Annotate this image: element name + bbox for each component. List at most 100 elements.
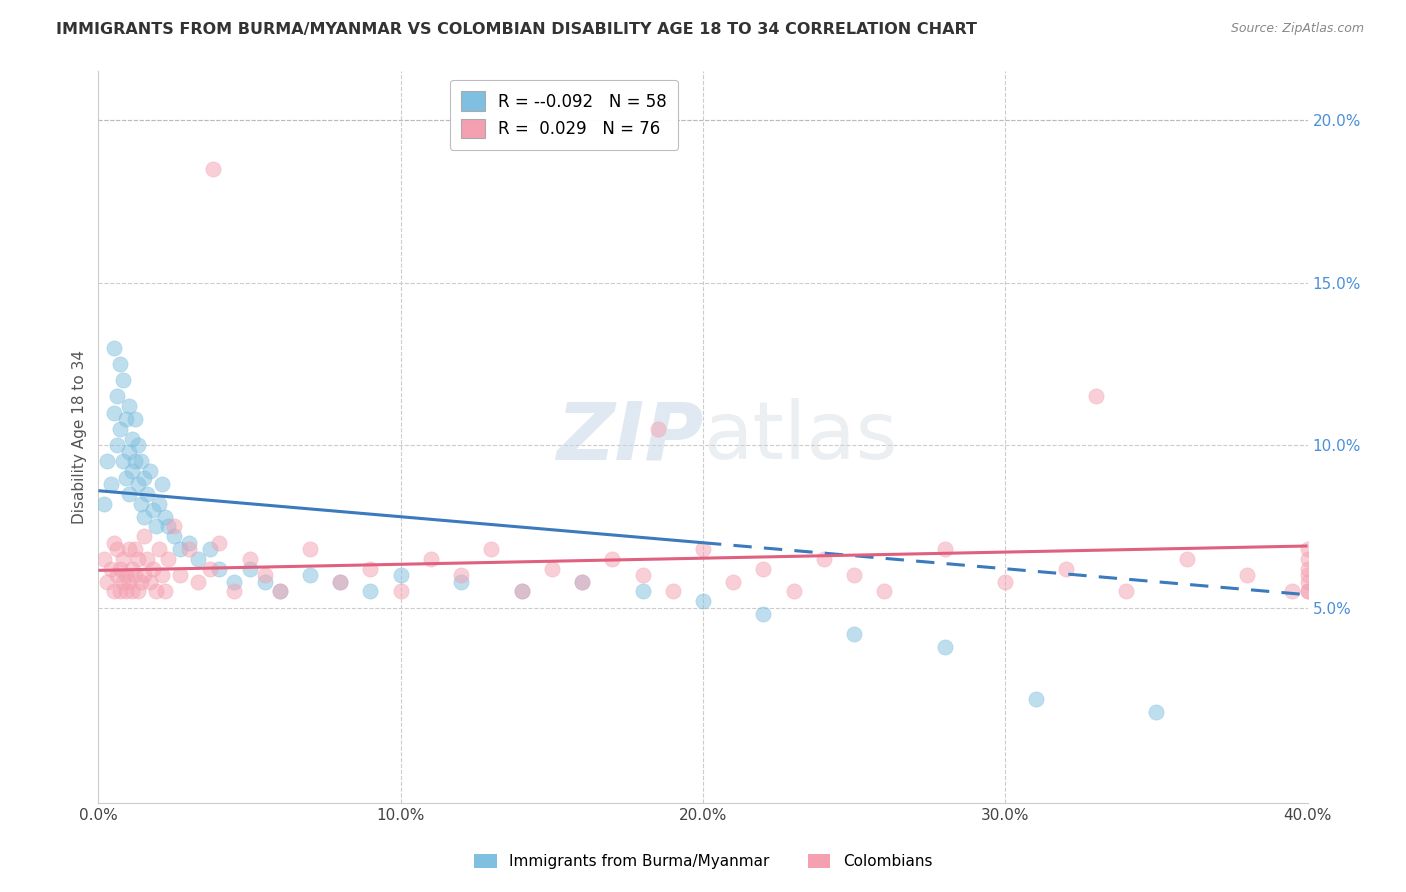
Point — [631, 568, 654, 582]
Point — [132, 529, 155, 543]
Text: atlas: atlas — [703, 398, 897, 476]
Text: ZIP: ZIP — [555, 398, 703, 476]
Point — [93, 497, 115, 511]
Point — [329, 574, 352, 589]
Point — [723, 574, 745, 589]
Point — [571, 574, 593, 589]
Point — [1085, 389, 1108, 403]
Point — [481, 542, 503, 557]
Point — [299, 542, 322, 557]
Legend: Immigrants from Burma/Myanmar, Colombians: Immigrants from Burma/Myanmar, Colombian… — [468, 847, 938, 875]
Point — [540, 562, 562, 576]
Point — [103, 535, 125, 549]
Point — [813, 552, 835, 566]
Point — [169, 568, 191, 582]
Point — [269, 584, 291, 599]
Point — [108, 357, 131, 371]
Point — [200, 562, 222, 576]
Point — [208, 535, 231, 549]
Point — [103, 406, 125, 420]
Point — [1296, 584, 1319, 599]
Point — [692, 594, 714, 608]
Point — [1175, 552, 1198, 566]
Point — [93, 552, 115, 566]
Point — [108, 562, 131, 576]
Point — [873, 584, 896, 599]
Point — [602, 552, 624, 566]
Point — [114, 584, 136, 599]
Point — [142, 503, 165, 517]
Point — [200, 542, 222, 557]
Point — [105, 438, 128, 452]
Point — [934, 542, 956, 557]
Point — [239, 552, 262, 566]
Legend: R = --0.092   N = 58, R =  0.029   N = 76: R = --0.092 N = 58, R = 0.029 N = 76 — [450, 79, 678, 150]
Point — [187, 552, 209, 566]
Point — [179, 535, 201, 549]
Point — [127, 477, 149, 491]
Point — [208, 562, 231, 576]
Point — [108, 584, 131, 599]
Point — [1296, 584, 1319, 599]
Point — [1236, 568, 1258, 582]
Point — [1296, 568, 1319, 582]
Point — [1296, 542, 1319, 557]
Point — [150, 568, 173, 582]
Point — [105, 389, 128, 403]
Point — [135, 487, 157, 501]
Point — [1296, 552, 1319, 566]
Point — [360, 584, 382, 599]
Point — [118, 444, 141, 458]
Point — [132, 471, 155, 485]
Point — [121, 464, 143, 478]
Point — [132, 509, 155, 524]
Point — [1296, 574, 1319, 589]
Point — [111, 454, 134, 468]
Point — [202, 161, 225, 176]
Point — [145, 519, 167, 533]
Point — [510, 584, 533, 599]
Point — [124, 454, 146, 468]
Point — [105, 568, 128, 582]
Point — [631, 584, 654, 599]
Point — [127, 438, 149, 452]
Point — [1115, 584, 1137, 599]
Point — [121, 562, 143, 576]
Point — [139, 574, 162, 589]
Point — [156, 552, 179, 566]
Point — [129, 454, 152, 468]
Point — [124, 542, 146, 557]
Point — [129, 574, 152, 589]
Point — [187, 574, 209, 589]
Point — [163, 529, 186, 543]
Point — [179, 542, 201, 557]
Point — [994, 574, 1017, 589]
Point — [108, 422, 131, 436]
Point — [163, 519, 186, 533]
Point — [153, 584, 176, 599]
Point — [224, 584, 246, 599]
Point — [253, 574, 276, 589]
Point — [103, 341, 125, 355]
Point — [96, 574, 118, 589]
Point — [647, 422, 669, 436]
Point — [844, 626, 866, 640]
Text: IMMIGRANTS FROM BURMA/MYANMAR VS COLOMBIAN DISABILITY AGE 18 TO 34 CORRELATION C: IMMIGRANTS FROM BURMA/MYANMAR VS COLOMBI… — [56, 22, 977, 37]
Point — [100, 562, 122, 576]
Point — [1281, 584, 1303, 599]
Point — [127, 584, 149, 599]
Point — [111, 574, 134, 589]
Point — [100, 477, 122, 491]
Point — [389, 568, 412, 582]
Point — [121, 584, 143, 599]
Point — [129, 497, 152, 511]
Point — [148, 497, 170, 511]
Point — [450, 568, 472, 582]
Point — [145, 584, 167, 599]
Point — [783, 584, 806, 599]
Point — [118, 574, 141, 589]
Point — [661, 584, 683, 599]
Point — [253, 568, 276, 582]
Point — [127, 552, 149, 566]
Point — [114, 471, 136, 485]
